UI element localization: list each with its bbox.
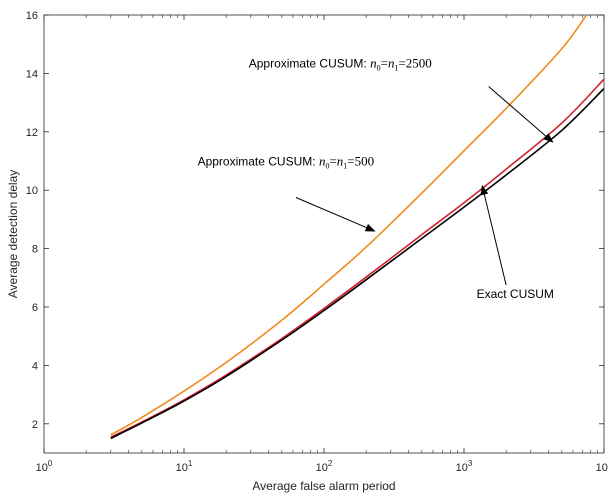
series-layer — [110, 15, 604, 440]
y-tick-label: 2 — [32, 419, 38, 431]
y-tick-label: 6 — [32, 302, 38, 314]
annot-approx-500-text: Approximate CUSUM: n0=n1=500 — [198, 153, 375, 170]
x-axis-label: Average false alarm period — [252, 479, 395, 493]
y-axis-label: Average detection delay — [6, 170, 20, 299]
annot-exact-text: Exact CUSUM — [477, 287, 554, 301]
series-line-2 — [110, 88, 604, 440]
x-tick-label: 101 — [176, 459, 193, 474]
y-tick-label: 14 — [26, 68, 38, 80]
y-tick-label: 8 — [32, 244, 38, 256]
y-tick-label: 10 — [26, 185, 38, 197]
series-line-1 — [110, 78, 604, 438]
plot-area — [43, 14, 605, 454]
x-tick-label: 103 — [456, 459, 473, 474]
x-tick-label: 102 — [316, 459, 333, 474]
y-tick-label: 16 — [26, 10, 38, 22]
annot-exact-arrow — [480, 184, 507, 286]
annot-approx-2500-text: Approximate CUSUM: n0=n1=2500 — [249, 56, 432, 73]
annot-approx-500-arrow — [295, 197, 376, 232]
annot-approx-2500-arrow — [488, 86, 554, 143]
x-tick-label: 104 — [596, 459, 608, 474]
annotation-layer: Approximate CUSUM: n0=n1=500 Approximate … — [198, 56, 554, 302]
y-tick-label: 4 — [32, 360, 38, 372]
series-line-0 — [110, 15, 588, 436]
x-tick-label: 100 — [36, 459, 53, 474]
y-tick-label: 12 — [26, 127, 38, 139]
